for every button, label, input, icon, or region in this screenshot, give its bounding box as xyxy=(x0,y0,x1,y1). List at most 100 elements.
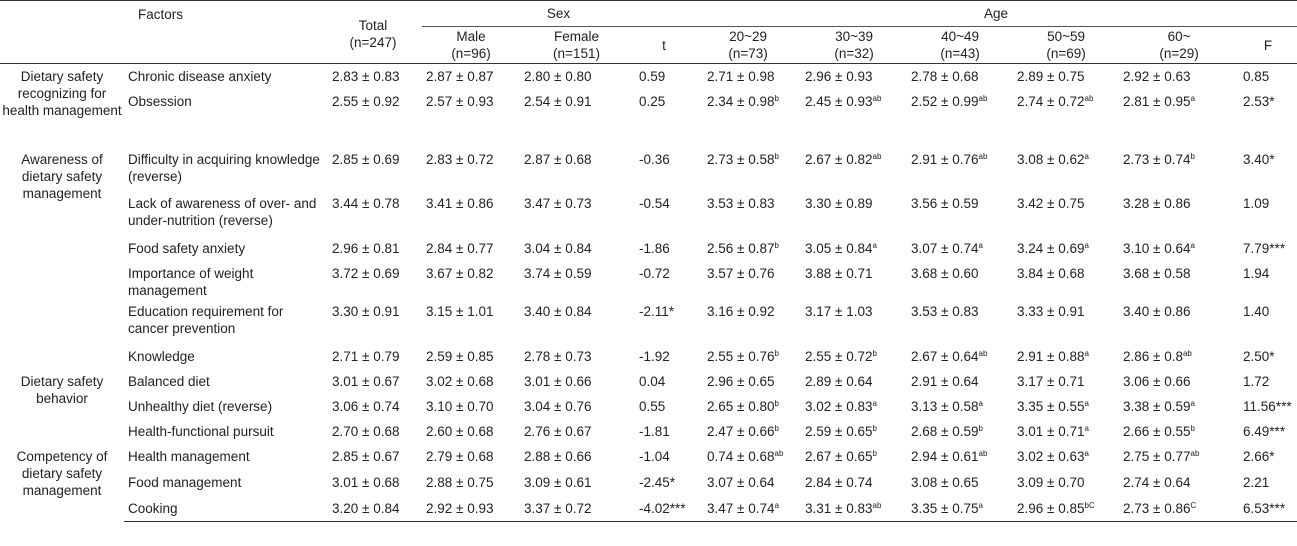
cell-f: 1.40 xyxy=(1239,299,1297,344)
cell-value: 2.84 ± 0.77 xyxy=(426,240,494,256)
cell-t: 0.59 xyxy=(633,64,695,89)
category-label: Dietary safety behavior xyxy=(20,373,104,406)
cell-f: 0.85 xyxy=(1239,64,1297,89)
cell-value: 0.85 xyxy=(1243,69,1270,84)
cell-female: 3.47 ± 0.73 xyxy=(520,191,633,236)
cell-a30: 3.30 ± 0.89 xyxy=(801,191,907,236)
cell-a20: 2.47 ± 0.66b xyxy=(695,419,801,444)
cell-a30: 3.31 ± 0.83ab xyxy=(801,495,908,522)
cell-t: -4.02*** xyxy=(633,495,696,522)
cell-a50: 3.33 ± 0.91 xyxy=(1013,299,1119,344)
significance-letter: a xyxy=(978,398,983,408)
cell-a50: 3.02 ± 0.63a xyxy=(1013,444,1119,470)
header-male: Male (n=96) xyxy=(422,26,521,64)
significance-letter: a xyxy=(1084,398,1089,408)
cell-value: 2.55 ± 0.92 xyxy=(332,93,400,109)
significance-letter: ab xyxy=(978,93,988,103)
cell-value: -1.04 xyxy=(639,448,670,464)
header-age-20: 20~29 (n=73) xyxy=(695,26,802,64)
cell-a40: 3.35 ± 0.75a xyxy=(907,495,1014,522)
cell-value: 3.02 ± 0.68 xyxy=(426,373,494,389)
cell-value: 2.75 ± 0.77 xyxy=(1123,448,1191,464)
cell-male: 2.57 ± 0.93 xyxy=(422,89,520,147)
factor-label: Knowledge xyxy=(128,348,195,364)
significance-letter: b xyxy=(1190,423,1195,433)
cell-a30: 2.45 ± 0.93ab xyxy=(801,89,907,147)
significance-letter: ab xyxy=(872,93,882,103)
cell-value: 3.06 ± 0.74 xyxy=(332,398,400,414)
cell-value: 3.42 ± 0.75 xyxy=(1017,195,1085,211)
cell-a50: 3.42 ± 0.75 xyxy=(1013,191,1119,236)
cell-value: 2.67 ± 0.64 xyxy=(911,348,979,364)
cell-value: 3.09 ± 0.70 xyxy=(1017,474,1085,490)
header-male-label: Male xyxy=(456,29,486,44)
cell-total: 2.71 ± 0.79 xyxy=(324,344,422,369)
cell-value: -2.45* xyxy=(639,474,676,490)
cell-female: 3.01 ± 0.66 xyxy=(520,369,633,394)
cell-value: 2.74 ± 0.64 xyxy=(1123,474,1191,490)
cell-a40: 2.91 ± 0.64 xyxy=(907,369,1013,394)
header-female-n: (n=151) xyxy=(553,46,600,61)
cell-value: 0.59 xyxy=(639,69,666,84)
cell-value: 2.71 ± 0.98 xyxy=(707,69,775,84)
cell-total: 2.85 ± 0.67 xyxy=(324,444,422,470)
factor-label: Food safety anxiety xyxy=(128,240,246,256)
cell-f: 6.53*** xyxy=(1239,495,1297,522)
significance-letter: a xyxy=(872,398,877,408)
cell-value: 2.67 ± 0.82 xyxy=(805,151,873,167)
cell-a50: 3.01 ± 0.71a xyxy=(1013,419,1119,444)
cell-a60: 3.06 ± 0.66 xyxy=(1119,369,1239,394)
significance-letter: a xyxy=(1190,398,1195,408)
factor-label: Unhealthy diet (reverse) xyxy=(128,398,273,414)
significance-letter: b xyxy=(774,348,779,358)
cell-male: 3.10 ± 0.70 xyxy=(422,394,520,419)
table-body: Dietary safety recognizing for health ma… xyxy=(0,64,1297,522)
cell-value: 3.05 ± 0.84 xyxy=(805,240,873,256)
cell-a30: 2.55 ± 0.72b xyxy=(801,344,907,369)
cell-value: 3.57 ± 0.76 xyxy=(707,265,775,281)
cell-value: 0.25 xyxy=(639,93,666,109)
cell-value: 2.67 ± 0.65 xyxy=(805,448,873,464)
cell-value: 1.09 xyxy=(1243,195,1270,211)
cell-a60: 2.74 ± 0.64 xyxy=(1119,470,1239,496)
cell-value: 2.91 ± 0.76 xyxy=(911,151,979,167)
cell-total: 3.01 ± 0.67 xyxy=(324,369,422,394)
cell-total: 3.06 ± 0.74 xyxy=(324,394,422,419)
cell-female: 2.78 ± 0.73 xyxy=(520,344,633,369)
cell-a60: 3.38 ± 0.59a xyxy=(1119,394,1239,419)
cell-value: 3.02 ± 0.83 xyxy=(805,398,873,414)
cell-a20: 2.96 ± 0.65 xyxy=(695,369,801,394)
cell-a40: 3.68 ± 0.60 xyxy=(907,261,1013,299)
cell-value: 3.35 ± 0.55 xyxy=(1017,398,1085,414)
cell-value: 2.55 ± 0.76 xyxy=(707,348,775,364)
cell-value: 3.68 ± 0.58 xyxy=(1123,265,1191,281)
cell-t: -2.11* xyxy=(633,299,695,344)
cell-value: -1.92 xyxy=(639,348,670,364)
cell-value: 3.84 ± 0.68 xyxy=(1017,265,1085,281)
cell-t: -0.54 xyxy=(633,191,695,236)
cell-female: 3.04 ± 0.84 xyxy=(520,236,633,261)
cell-value: 2.88 ± 0.75 xyxy=(426,474,494,490)
cell-a20: 3.53 ± 0.83 xyxy=(695,191,801,236)
cell-value: 3.07 ± 0.74 xyxy=(911,240,979,256)
cell-a50: 3.17 ± 0.71 xyxy=(1013,369,1119,394)
significance-letter: b xyxy=(872,348,877,358)
cell-female: 3.40 ± 0.84 xyxy=(520,299,633,344)
cell-female: 2.54 ± 0.91 xyxy=(520,89,633,147)
cell-value: 2.83 ± 0.83 xyxy=(332,69,400,84)
cell-female: 2.87 ± 0.68 xyxy=(520,147,633,191)
cell-value: 2.34 ± 0.98 xyxy=(707,93,775,109)
header-age-50-n: (n=69) xyxy=(1046,46,1086,61)
cell-value: -0.54 xyxy=(639,195,670,211)
header-age-60: 60~ (n=29) xyxy=(1119,26,1240,64)
cell-value: 3.10 ± 0.64 xyxy=(1123,240,1191,256)
cell-a60: 2.73 ± 0.86C xyxy=(1119,495,1240,522)
cell-a50: 2.74 ± 0.72ab xyxy=(1013,89,1119,147)
header-age: Age xyxy=(695,0,1297,27)
significance-letter: ab xyxy=(1182,348,1192,358)
cell-value: 3.38 ± 0.59 xyxy=(1123,398,1191,414)
cell-value: 2.92 ± 0.93 xyxy=(426,500,494,516)
cell-f: 1.72 xyxy=(1239,369,1297,394)
cell-total: 3.01 ± 0.68 xyxy=(324,470,422,496)
cell-value: 3.47 ± 0.73 xyxy=(524,195,592,211)
